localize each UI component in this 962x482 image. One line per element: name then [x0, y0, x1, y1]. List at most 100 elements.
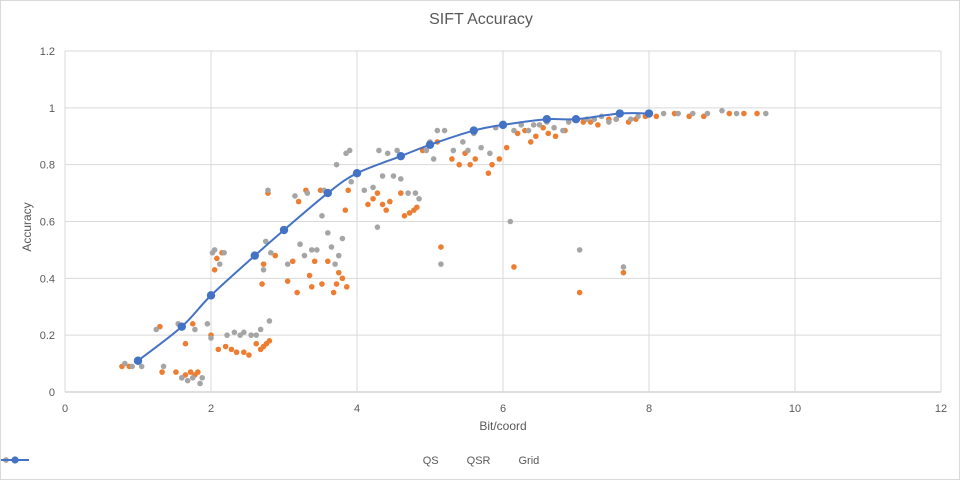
data-point-qsr: [138, 363, 145, 370]
data-point-qs: [383, 207, 390, 213]
data-point-qsr: [507, 218, 514, 225]
legend-marker-grid: [1, 456, 29, 464]
data-point-qs: [319, 281, 325, 287]
legend-item-qs[interactable]: QS: [3, 455, 439, 467]
data-point-qs: [401, 213, 408, 219]
data-point-qsr: [204, 321, 211, 327]
data-point-qs: [406, 210, 413, 216]
data-point-qsr: [319, 213, 325, 219]
data-point-qsr: [763, 110, 769, 117]
data-point-qsr: [348, 178, 354, 185]
data-point-qsr: [325, 230, 331, 236]
data-point-qsr: [248, 332, 254, 338]
data-point-qsr: [376, 147, 382, 154]
data-point-qs: [472, 156, 479, 162]
data-point-qs: [233, 349, 240, 356]
gridlines: [64, 50, 942, 393]
data-point-qsr: [379, 173, 386, 179]
data-point-qsr: [606, 119, 612, 125]
data-point-qsr: [465, 147, 471, 154]
data-point-qsr: [412, 190, 419, 196]
data-point-qs: [272, 252, 279, 259]
data-point-grid: [498, 120, 508, 130]
data-point-qsr: [675, 110, 681, 117]
data-point-qs: [342, 207, 349, 213]
data-point-qs: [370, 195, 376, 202]
y-tick-label: 1.2: [40, 46, 55, 58]
data-point-qs: [653, 113, 660, 120]
x-tick-label: 4: [354, 403, 360, 415]
data-point-qsr: [153, 326, 160, 333]
data-point-qs: [511, 264, 517, 270]
data-point-qsr: [268, 249, 274, 256]
data-point-qs: [527, 139, 534, 145]
data-layer: [119, 107, 769, 387]
x-tick-label: 2: [208, 403, 214, 415]
data-point-qsr: [208, 335, 214, 341]
legend-label-grid: Grid: [518, 455, 540, 467]
data-point-qsr: [333, 161, 340, 168]
data-point-grid: [133, 356, 143, 365]
data-point-qsr: [192, 326, 198, 333]
data-point-qsr: [565, 119, 572, 125]
data-point-qs: [311, 258, 318, 265]
data-point-qs: [253, 340, 260, 347]
data-point-qsr: [301, 252, 308, 259]
data-point-qs: [503, 144, 510, 151]
data-point-qsr: [518, 122, 525, 128]
y-tick-label: 0.2: [40, 330, 55, 342]
data-point-qs: [159, 369, 165, 375]
data-point-qsr: [438, 261, 444, 267]
data-point-qsr: [525, 127, 532, 134]
data-point-qs: [214, 255, 220, 262]
data-point-qs: [241, 349, 247, 356]
series-qsr: [122, 107, 769, 387]
x-tick-label: 12: [935, 403, 947, 415]
data-point-qsr: [253, 332, 260, 338]
data-point-qs: [260, 261, 267, 267]
data-point-qs: [489, 161, 495, 168]
chart-title: SIFT Accuracy: [429, 11, 533, 28]
data-point-qs: [266, 338, 273, 344]
data-point-qsr: [390, 173, 397, 179]
data-point-qs: [222, 343, 229, 350]
data-point-grid: [323, 188, 332, 198]
data-point-qs: [246, 352, 252, 358]
data-point-qs: [379, 201, 386, 208]
x-tick-label: 0: [62, 403, 68, 415]
y-tick-label: 0.6: [40, 217, 55, 229]
legend-item-grid[interactable]: Grid: [1, 455, 540, 467]
data-point-qs: [595, 122, 601, 128]
data-point-qsr: [339, 235, 346, 242]
data-point-qsr: [266, 318, 273, 324]
data-point-qsr: [314, 247, 320, 253]
data-point-qs: [195, 369, 201, 375]
y-axis-label: Accuracy: [20, 202, 34, 251]
data-point-qs: [449, 156, 455, 162]
data-point-qsr: [346, 147, 353, 154]
data-point-qs: [496, 156, 503, 162]
data-point-qsr: [423, 147, 430, 154]
data-point-qs: [414, 204, 420, 211]
data-point-grid: [644, 109, 654, 118]
data-point-qs: [365, 201, 371, 208]
legend-item-qsr[interactable]: QSR: [3, 455, 490, 467]
data-point-qs: [387, 198, 393, 205]
y-tick-label: 0.4: [40, 273, 55, 285]
data-point-qsr: [576, 247, 583, 253]
data-point-qsr: [265, 187, 271, 194]
data-point-qsr: [129, 363, 135, 370]
data-point-grid: [279, 225, 289, 235]
data-point-grid: [425, 140, 435, 149]
data-point-qs: [284, 278, 291, 284]
data-point-qsr: [184, 377, 191, 384]
data-point-qsr: [224, 332, 230, 338]
data-point-qs: [228, 346, 235, 353]
data-point-qsr: [211, 247, 218, 253]
data-point-qsr: [430, 156, 437, 162]
data-point-qs: [485, 170, 492, 176]
legend: QS QSR Grid: [1, 455, 961, 467]
data-point-qsr: [733, 110, 740, 117]
x-tick-label: 10: [789, 403, 801, 415]
